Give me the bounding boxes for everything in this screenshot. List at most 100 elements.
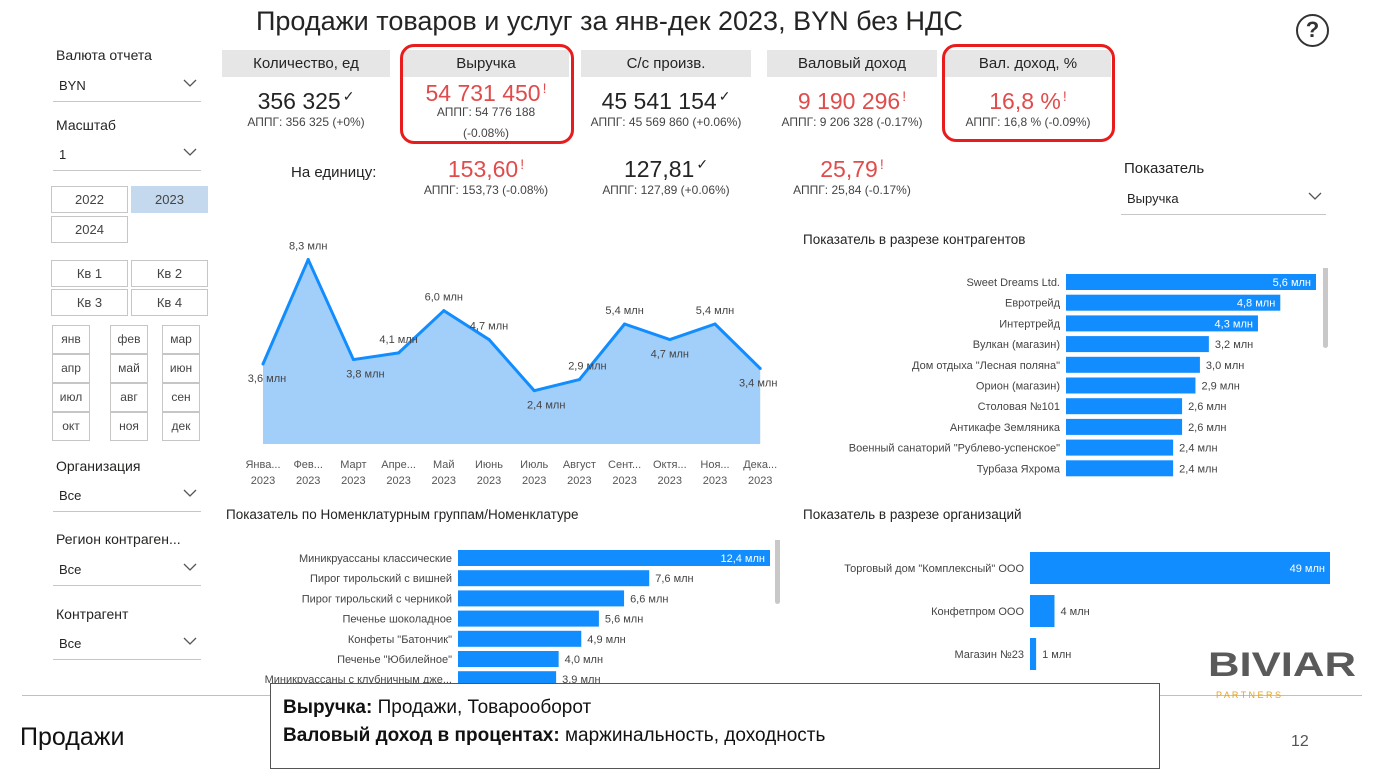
currency-dropdown[interactable]: BYN <box>53 74 201 102</box>
month-aug-button[interactable]: авг <box>110 383 148 412</box>
value-label: 3,0 млн <box>1206 360 1244 372</box>
month-jan-button[interactable]: янв <box>52 325 90 354</box>
quarter-4-button[interactable]: Кв 4 <box>131 289 208 316</box>
quarter-2-button[interactable]: Кв 2 <box>131 260 208 287</box>
month-sep-button[interactable]: сен <box>162 383 200 412</box>
category-label: Конфеты "Батончик" <box>348 634 452 646</box>
indicator-label: Показатель <box>1124 160 1205 177</box>
kpi-quantity-header: Количество, ед <box>222 50 390 77</box>
month-apr-button[interactable]: апр <box>52 354 90 383</box>
month-feb-button[interactable]: фев <box>110 325 148 354</box>
kpi-revenue-value: 54 731 450! <box>425 80 547 106</box>
kpi-gross-prev: АППГ: 9 206 328 (-0.17%) <box>781 115 923 129</box>
org-label: Организация <box>56 458 141 474</box>
data-point <box>306 258 310 262</box>
bar <box>1030 595 1055 627</box>
data-label: 5,4 млн <box>605 305 643 317</box>
kpi-margin-header: Вал. доход, % <box>945 50 1111 77</box>
value-label: 4,3 млн <box>1215 318 1253 330</box>
region-label: Регион контраген... <box>56 531 181 547</box>
data-point <box>668 338 672 342</box>
year-2022-button[interactable]: 2022 <box>51 186 128 213</box>
category-label: Sweet Dreams Ltd. <box>966 277 1060 289</box>
x-tick-label: Апре... <box>381 459 416 471</box>
x-tick-label: 2023 <box>612 475 636 487</box>
per-unit-gross-value: 25,79! <box>820 156 884 182</box>
page-title: Продажи товаров и услуг за янв-дек 2023,… <box>256 6 963 36</box>
x-tick-label: Сент... <box>608 459 641 471</box>
month-may-button[interactable]: май <box>110 354 148 383</box>
per-unit-gross-prev: АППГ: 25,84 (-0.17%) <box>793 183 911 197</box>
month-mar-button[interactable]: мар <box>162 325 200 354</box>
month-nov-button[interactable]: ноя <box>110 412 148 441</box>
data-label: 3,4 млн <box>739 377 777 389</box>
contractor-dropdown[interactable]: Все <box>53 632 201 660</box>
x-tick-label: 2023 <box>522 475 546 487</box>
kpi-gross-value: 9 190 296! <box>797 88 907 114</box>
quarter-3-button[interactable]: Кв 3 <box>51 289 128 316</box>
area-fill <box>263 259 761 444</box>
data-point <box>442 309 446 313</box>
bar <box>1030 552 1330 584</box>
month-jul-button[interactable]: июл <box>52 383 90 412</box>
chevron-down-icon <box>183 637 197 645</box>
bar <box>458 651 559 667</box>
kpi-quantity-value: 356 325 ✓ <box>257 88 355 114</box>
currency-value: BYN <box>59 78 86 93</box>
data-point <box>713 322 717 326</box>
per-unit-revenue-prev: АППГ: 153,73 (-0.08%) <box>423 183 549 197</box>
month-oct-button[interactable]: окт <box>52 412 90 441</box>
note-line-2: Валовый доход в процентах: маржинальност… <box>283 725 826 746</box>
scale-dropdown[interactable]: 1 <box>53 143 201 171</box>
contractor-value: Все <box>59 636 82 651</box>
value-label: 2,4 млн <box>1179 443 1217 455</box>
x-tick-label: 2023 <box>567 475 591 487</box>
x-tick-label: Октя... <box>653 459 687 471</box>
series-line <box>261 258 762 393</box>
quarter-1-button[interactable]: Кв 1 <box>51 260 128 287</box>
data-label: 4,1 млн <box>379 334 417 346</box>
bar <box>1066 336 1209 353</box>
data-label: 3,8 млн <box>346 369 384 381</box>
help-icon[interactable]: ? <box>1296 14 1329 47</box>
scrollbar <box>1323 268 1328 348</box>
revenue-highlight-box <box>400 44 574 144</box>
category-label: Печенье шоколадное <box>342 614 452 626</box>
category-label: Магазин №23 <box>954 649 1024 661</box>
category-label: Пирог тирольский с вишней <box>310 573 452 585</box>
organizations-chart-title: Показатель в разрезе организаций <box>803 507 1022 522</box>
data-point <box>623 322 627 326</box>
section-title: Продажи <box>20 723 125 751</box>
value-label: 2,9 млн <box>1201 381 1239 393</box>
month-dec-button[interactable]: дек <box>162 412 200 441</box>
bar <box>1066 460 1174 477</box>
org-dropdown[interactable]: Все <box>53 484 201 512</box>
region-value: Все <box>59 562 82 577</box>
year-2023-button[interactable]: 2023 <box>131 186 208 213</box>
year-2024-button[interactable]: 2024 <box>51 216 128 243</box>
currency-label: Валюта отчета <box>56 47 152 63</box>
category-label: Евротрейд <box>1005 298 1061 310</box>
data-label: 3,6 млн <box>248 373 286 385</box>
category-label: Антикафе Земляника <box>950 422 1061 434</box>
definition-note: Выручка: Продажи, Товарооборот Валовый д… <box>270 683 1160 769</box>
data-point <box>532 389 536 393</box>
month-jun-button[interactable]: июн <box>162 354 200 383</box>
x-tick-label: 2023 <box>386 475 410 487</box>
x-tick-label: Фев... <box>293 459 323 471</box>
page-number: 12 <box>1291 733 1309 750</box>
chevron-down-icon <box>183 489 197 497</box>
data-label: 2,9 млн <box>568 361 606 373</box>
chevron-down-icon <box>183 79 197 87</box>
bar <box>1066 274 1316 290</box>
bar <box>1066 294 1281 311</box>
value-label: 49 млн <box>1290 563 1325 575</box>
indicator-dropdown[interactable]: Выручка <box>1121 187 1326 215</box>
bar <box>458 590 625 607</box>
value-label: 2,6 млн <box>1188 401 1226 413</box>
biviar-logo: BIVIAR P A R T N E R S <box>1208 646 1356 700</box>
data-point <box>758 366 762 370</box>
region-dropdown[interactable]: Все <box>53 558 201 586</box>
data-label: 2,4 млн <box>527 400 565 412</box>
x-tick-label: 2023 <box>296 475 320 487</box>
